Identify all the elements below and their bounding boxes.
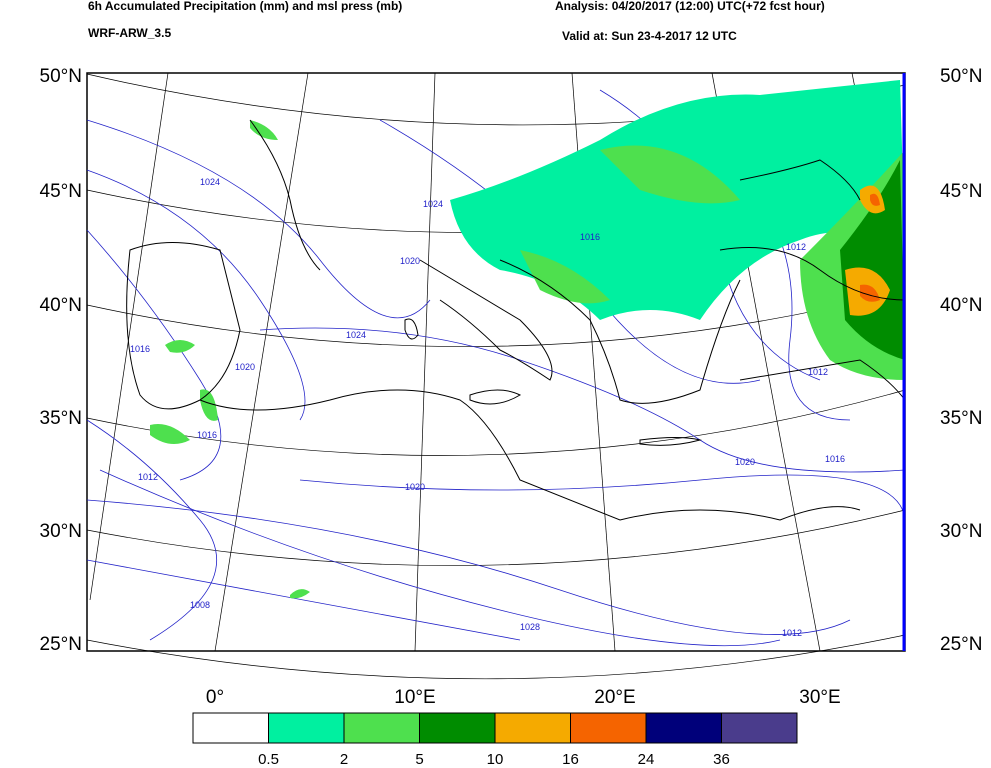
- isobar-label: 1024: [200, 177, 220, 187]
- colorbar-swatch: [570, 712, 647, 744]
- colorbar-label: 0.5: [258, 751, 279, 768]
- isobar-label: 1016: [130, 344, 150, 354]
- latitude-label: 40°N: [40, 295, 82, 316]
- isobar-label: 1012: [782, 628, 802, 638]
- isobar-label: 1020: [405, 482, 425, 492]
- isobar-label: 1020: [400, 256, 420, 266]
- isobar-label: 1012: [786, 242, 806, 252]
- isobar-label: 1012: [138, 472, 158, 482]
- isobar-label: 1016: [825, 454, 845, 464]
- longitude-label: 0°: [206, 687, 224, 708]
- colorbar-swatch: [192, 712, 269, 744]
- colorbar-swatch: [268, 712, 345, 744]
- map-area: [86, 72, 906, 680]
- valid-time: Valid at: Sun 23-4-2017 12 UTC: [562, 29, 737, 43]
- colorbar-label: 2: [340, 751, 348, 768]
- latitude-label: 35°N: [40, 408, 82, 429]
- longitude-label: 10°E: [394, 687, 435, 708]
- latitude-label: 25°N: [40, 634, 82, 655]
- coastlines: [126, 119, 906, 521]
- isobar-label: 1020: [235, 362, 255, 372]
- colorbar-swatch: [419, 712, 496, 744]
- latitude-label: 30°N: [940, 521, 982, 542]
- isobar-label: 1024: [346, 330, 366, 340]
- colorbar-swatch: [721, 712, 798, 744]
- colorbar-label: 16: [562, 751, 579, 768]
- title: 6h Accumulated Precipitation (mm) and ms…: [88, 0, 402, 13]
- longitude-label: 30°E: [799, 687, 840, 708]
- colorbar-label: 36: [713, 751, 730, 768]
- isobar-label: 1020: [735, 457, 755, 467]
- latitude-label: 45°N: [40, 181, 82, 202]
- isobar-label: 1016: [580, 232, 600, 242]
- colorbar-swatch: [343, 712, 420, 744]
- latitude-label: 35°N: [940, 408, 982, 429]
- colorbar-label: 24: [638, 751, 655, 768]
- colorbar-swatch: [494, 712, 571, 744]
- analysis-time: Analysis: 04/20/2017 (12:00) UTC(+72 fcs…: [555, 0, 825, 13]
- latitude-label: 30°N: [40, 521, 82, 542]
- colorbar-label: 5: [415, 751, 423, 768]
- isobar-label: 1008: [190, 600, 210, 610]
- isobar-label: 1016: [197, 430, 217, 440]
- isobar-label: 1024: [423, 199, 443, 209]
- latitude-label: 50°N: [40, 66, 82, 87]
- latitude-label: 50°N: [940, 66, 982, 87]
- precipitation: [150, 80, 905, 599]
- longitude-label: 20°E: [594, 687, 635, 708]
- model-name: WRF-ARW_3.5: [88, 26, 171, 40]
- latitude-label: 25°N: [940, 634, 982, 655]
- latitude-label: 45°N: [940, 181, 982, 202]
- colorbar-label: 10: [487, 751, 504, 768]
- isobar-label: 1028: [520, 622, 540, 632]
- latitude-label: 40°N: [940, 295, 982, 316]
- isobars: [86, 89, 906, 647]
- isobar-label: 1012: [808, 367, 828, 377]
- colorbar-swatch: [645, 712, 722, 744]
